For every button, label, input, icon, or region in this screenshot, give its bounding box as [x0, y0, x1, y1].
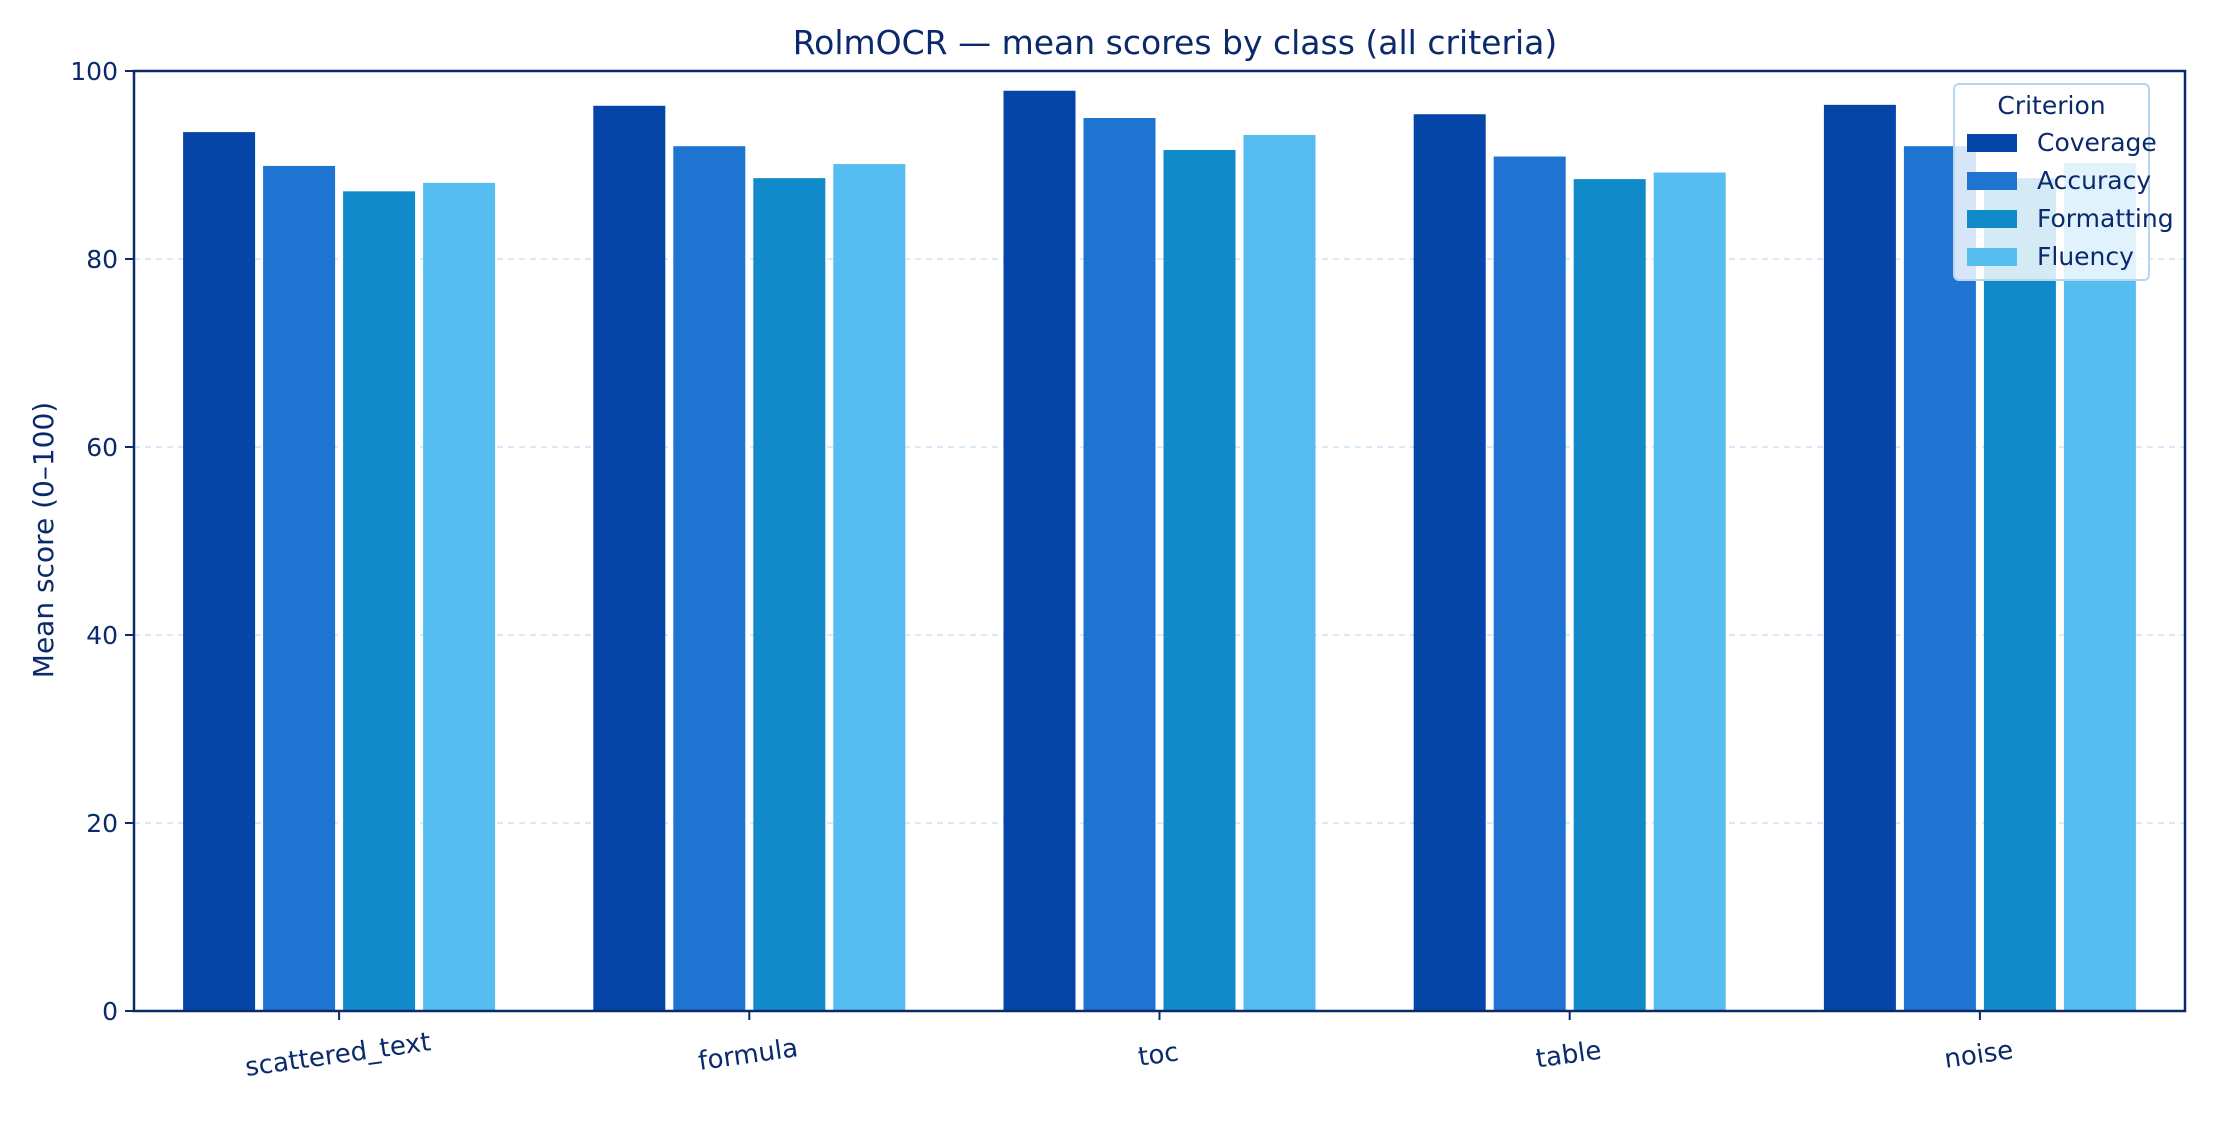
bar-noise-coverage: [1823, 104, 1896, 1012]
bar-scattered_text-fluency: [423, 182, 496, 1012]
bar-formula-formatting: [753, 178, 826, 1011]
legend: Criterion Coverage Accuracy Formatting Fluen…: [1953, 83, 2174, 281]
legend-swatch-formatting: [1967, 210, 2017, 228]
x-tick-label-noise: noise: [1942, 1035, 2015, 1074]
x-tick-label-formula: formula: [696, 1033, 799, 1077]
bar-toc-coverage: [1003, 90, 1076, 1012]
legend-label-fluency: Fluency: [2037, 242, 2134, 271]
bar-scattered_text-coverage: [183, 132, 256, 1012]
bar-formula-accuracy: [673, 146, 746, 1011]
y-tick-label: 0: [102, 997, 118, 1026]
bar-noise-accuracy: [1903, 146, 1976, 1011]
legend-title: Criterion: [1997, 91, 2105, 120]
legend-label-coverage: Coverage: [2037, 128, 2157, 157]
y-tick-label: 80: [86, 245, 118, 274]
bar-formula-coverage: [593, 105, 666, 1011]
legend-swatch-coverage: [1967, 134, 2017, 152]
bar-scattered_text-formatting: [343, 191, 416, 1011]
bar-scattered_text-accuracy: [263, 165, 336, 1011]
bar-formula-fluency: [833, 164, 906, 1011]
bar-toc-formatting: [1163, 149, 1236, 1011]
y-tick-label: 40: [86, 621, 118, 650]
legend-box: [1953, 83, 2150, 281]
chart-title: RolmOCR — mean scores by class (all crit…: [793, 23, 1558, 62]
legend-label-formatting: Formatting: [2037, 204, 2174, 233]
bar-table-fluency: [1653, 172, 1726, 1011]
y-axis-ticks: 0 20 40 60 80 100: [70, 57, 134, 1026]
bar-table-accuracy: [1493, 156, 1566, 1012]
legend-label-accuracy: Accuracy: [2037, 166, 2151, 195]
bars: [183, 90, 2136, 1012]
x-tick-label-scattered_text: scattered_text: [243, 1027, 432, 1083]
x-tick-label-toc: toc: [1136, 1037, 1180, 1072]
bar-noise-fluency: [2063, 163, 2136, 1011]
x-tick-label-table: table: [1534, 1036, 1603, 1075]
y-tick-label: 20: [86, 809, 118, 838]
bar-toc-accuracy: [1083, 118, 1156, 1011]
y-tick-label: 100: [70, 57, 118, 86]
legend-swatch-fluency: [1967, 248, 2017, 266]
bar-noise-formatting: [1983, 178, 2056, 1011]
bar-table-coverage: [1413, 114, 1486, 1012]
bar-toc-fluency: [1243, 134, 1316, 1012]
bar-table-formatting: [1573, 179, 1646, 1012]
x-axis-ticks: scattered_text formula toc table noise: [243, 1011, 2015, 1083]
y-axis-label: Mean score (0–100): [27, 402, 60, 678]
y-tick-label: 60: [86, 433, 118, 462]
legend-swatch-accuracy: [1967, 172, 2017, 190]
